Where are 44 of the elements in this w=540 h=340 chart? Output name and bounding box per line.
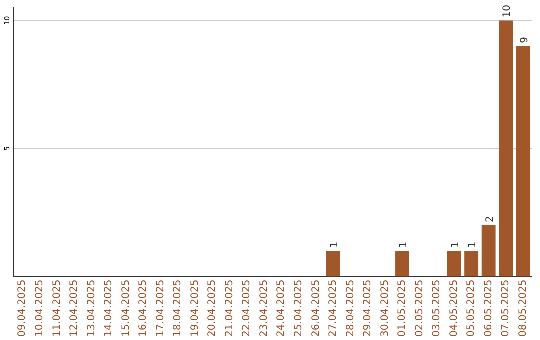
x-tick-label: 20.04.2025: [207, 280, 218, 338]
bar: [499, 20, 514, 277]
x-tick-label: 26.04.2025: [310, 280, 322, 338]
x-tick-label: 04.05.2025: [448, 280, 460, 338]
x-tick-label: 07.05.2025: [500, 280, 512, 338]
x-tick-label: 02.05.2025: [414, 280, 426, 338]
x-tick-label: 01.05.2025: [397, 280, 408, 338]
x-tick-label: 10.04.2025: [34, 280, 46, 338]
data-label: 1: [329, 242, 340, 248]
bar: [482, 226, 496, 277]
bar: [326, 251, 340, 277]
data-label: 2: [484, 216, 496, 223]
x-tick-label: 12.04.2025: [69, 280, 80, 338]
x-tick-label: 03.05.2025: [432, 280, 443, 338]
x-tick-label: 21.04.2025: [224, 280, 236, 338]
bar: [396, 251, 410, 277]
x-tick-label: 23.04.2025: [258, 280, 270, 338]
x-tick-label: 28.04.2025: [345, 280, 356, 338]
x-tick-label: 15.04.2025: [120, 280, 132, 338]
x-tick-label: 29.04.2025: [362, 280, 374, 338]
x-tick-label: 14.04.2025: [104, 280, 115, 338]
x-tick-label: 09.04.2025: [17, 280, 28, 338]
x-tick-label: 18.04.2025: [172, 280, 184, 338]
bar: [464, 251, 479, 277]
x-tick-label: 08.05.2025: [518, 280, 529, 338]
data-label: 9: [519, 37, 530, 44]
x-tick-label: 06.05.2025: [483, 280, 494, 338]
x-tick-label: 16.04.2025: [138, 280, 150, 338]
x-tick-label: 11.04.2025: [52, 280, 63, 338]
data-label: 1: [468, 242, 479, 248]
x-tick-label: 24.04.2025: [276, 280, 288, 338]
x-tick-label: 27.04.2025: [328, 280, 340, 338]
data-label: 1: [450, 242, 462, 248]
bar: [516, 46, 530, 277]
x-tick-label: 22.04.2025: [242, 280, 253, 338]
x-tick-label: 30.04.2025: [380, 280, 391, 338]
x-tick-label: 19.04.2025: [190, 280, 201, 338]
data-label: 1: [398, 242, 410, 248]
bar: [447, 251, 462, 277]
x-tick-label: 13.04.2025: [86, 280, 98, 338]
x-tick-label: 25.04.2025: [293, 280, 304, 338]
x-tick-label: 05.05.2025: [466, 280, 478, 338]
data-label: 10: [502, 5, 514, 18]
x-tick-label: 17.04.2025: [155, 280, 166, 338]
